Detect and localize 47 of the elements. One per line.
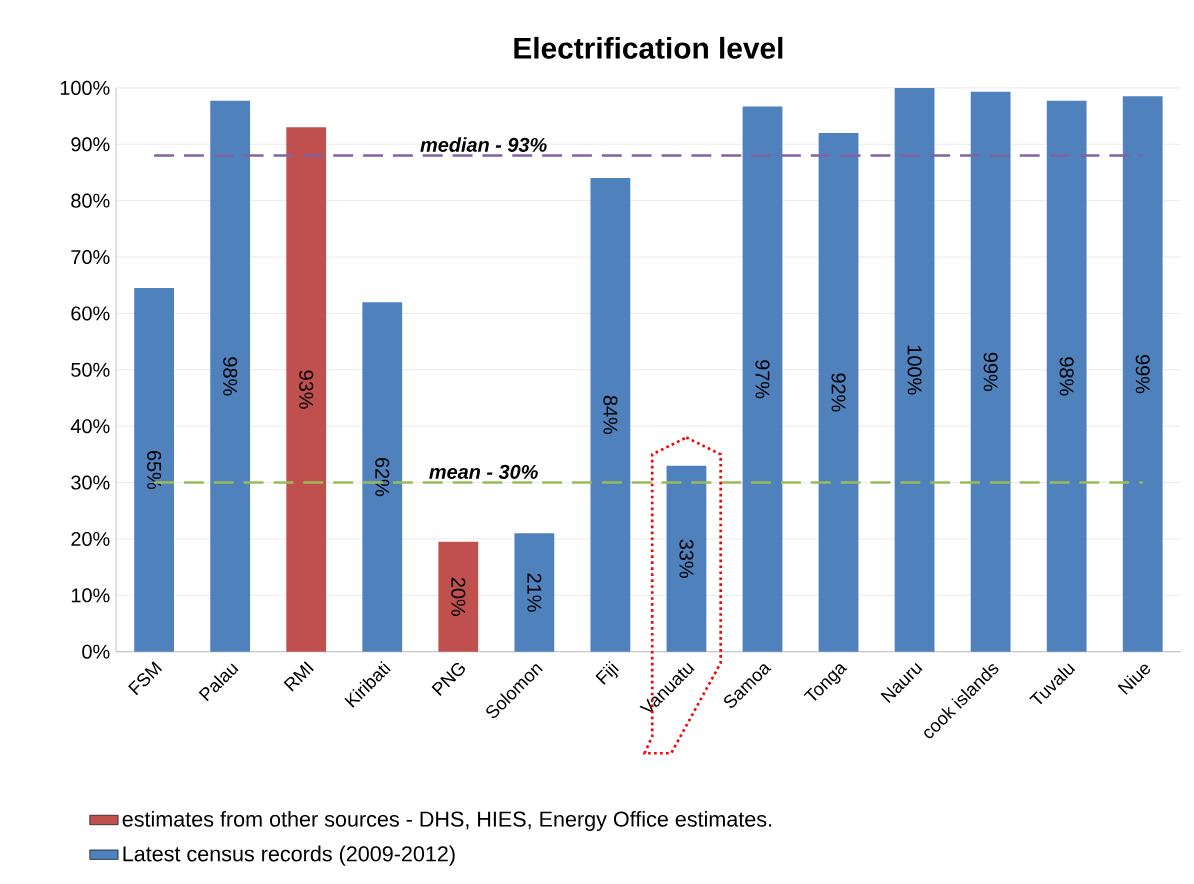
bar [818, 133, 859, 652]
x-tick-label: RMI [283, 661, 314, 692]
data-label: 21% [527, 573, 542, 612]
data-label: 99% [983, 352, 998, 392]
bar [666, 465, 707, 652]
ref-line-label: mean - 30% [429, 464, 538, 479]
data-label: 20% [451, 577, 466, 616]
data-label: 62% [375, 458, 390, 497]
bar [134, 288, 175, 652]
y-tick-label: 70% [71, 250, 110, 265]
y-tick-label: 90% [71, 137, 110, 152]
bar [438, 541, 479, 652]
bar [210, 100, 251, 652]
bar [1046, 100, 1087, 652]
data-label: 99% [1135, 355, 1150, 394]
bar [590, 178, 631, 652]
data-label: 33% [679, 539, 694, 578]
legend-label: Latest census records (2009-2012) [123, 845, 455, 866]
y-tick-label: 60% [71, 306, 110, 321]
data-label: 98% [1059, 357, 1074, 396]
bar [970, 91, 1011, 652]
y-tick-label: 30% [71, 475, 110, 490]
data-label: 92% [831, 373, 846, 412]
bar [742, 106, 783, 652]
legend-label: estimates from other sources - DHS, HIES, Energy Office estimates. [122, 810, 772, 832]
y-tick-label: 20% [71, 531, 110, 547]
y-tick-label: 100% [60, 80, 110, 95]
data-label: 98% [223, 357, 238, 396]
bar [362, 302, 403, 652]
y-tick-label: 10% [71, 588, 110, 603]
chart-title: Electrification level [514, 36, 783, 59]
y-tick-label: 80% [71, 193, 110, 208]
bar [1122, 96, 1163, 652]
ref-line-label: median - 93% [420, 137, 547, 152]
y-tick-label: 50% [71, 362, 110, 377]
y-tick-label: 40% [70, 419, 110, 434]
y-tick-label: 0% [82, 644, 110, 659]
data-label: 65% [147, 451, 162, 490]
x-tick-label: Fiji [595, 660, 619, 685]
x-tick-label: Niue [1117, 664, 1151, 695]
bar [894, 87, 935, 652]
bar [514, 533, 555, 652]
data-label: 97% [755, 360, 770, 399]
bar [286, 127, 327, 652]
data-label: 84% [603, 395, 618, 435]
data-label: 93% [299, 370, 314, 409]
data-label: 100% [907, 345, 922, 395]
